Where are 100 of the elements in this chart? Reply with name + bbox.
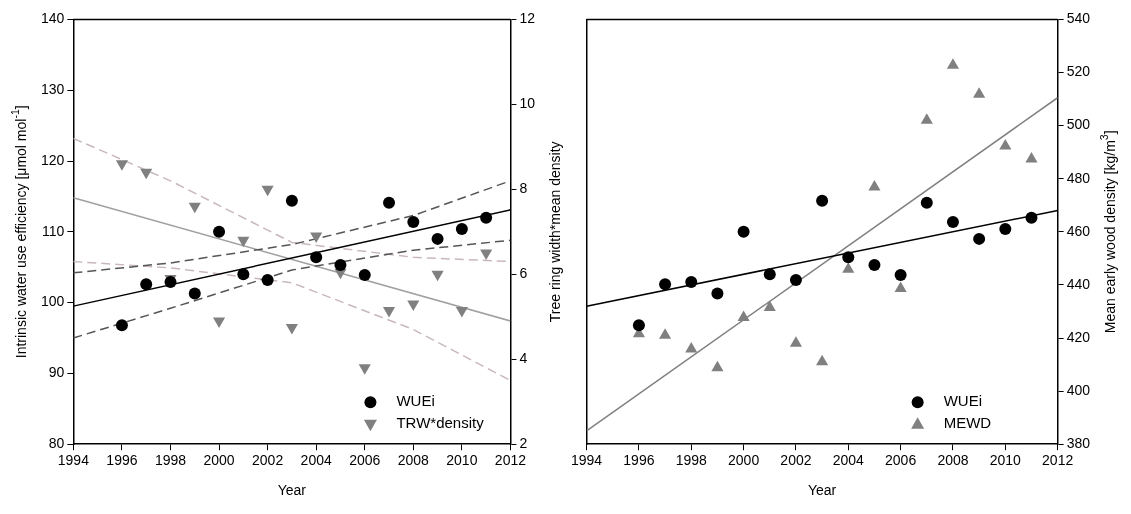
point <box>685 276 698 289</box>
x-tick-label: 1994 <box>570 452 603 469</box>
point <box>310 232 323 244</box>
point <box>999 139 1012 150</box>
point <box>334 259 347 272</box>
point <box>920 113 933 124</box>
point <box>1025 211 1038 224</box>
point <box>285 323 298 335</box>
point <box>868 259 881 272</box>
y2-tick-label: 4 <box>519 350 528 367</box>
point <box>973 232 986 245</box>
y2-tick-label: 540 <box>1066 10 1091 27</box>
point <box>659 278 672 291</box>
y-tick-label: 80 <box>48 435 65 452</box>
x-tick-label: 1994 <box>57 452 90 469</box>
point <box>946 58 960 69</box>
point <box>711 360 724 372</box>
y2-tick-label: 460 <box>1066 222 1091 239</box>
y-tick-label: 120 <box>41 151 65 168</box>
y2-tick-label: 6 <box>519 265 528 282</box>
x-tick-label: 2004 <box>832 452 865 469</box>
x-tick-label: 2010 <box>989 452 1022 469</box>
point <box>999 222 1012 235</box>
x-tick-label: 2006 <box>349 452 381 469</box>
point <box>842 262 855 273</box>
y-tick-label: 140 <box>41 10 65 27</box>
point <box>455 306 468 318</box>
x-tick-label: 2000 <box>728 452 760 469</box>
x-tick-label: 2000 <box>203 452 235 469</box>
point <box>632 319 645 332</box>
x-tick-label: 2002 <box>252 452 284 469</box>
point <box>737 225 750 238</box>
x-tick-label: 2008 <box>397 452 430 469</box>
x-axis-title: Year <box>807 481 837 498</box>
point <box>261 185 274 197</box>
point <box>285 194 298 207</box>
line-series <box>73 260 511 382</box>
point <box>383 196 396 209</box>
y2-tick-label: 2 <box>519 435 528 452</box>
point <box>816 354 829 366</box>
y2-tick-label: 380 <box>1066 435 1091 452</box>
point <box>789 336 802 347</box>
point <box>188 202 201 214</box>
y2-tick-label: 10 <box>519 95 536 112</box>
x-tick-label: 2004 <box>300 452 332 469</box>
point <box>946 215 959 228</box>
x-tick-label: 1996 <box>106 452 138 469</box>
x-tick-label: 2006 <box>885 452 917 469</box>
line-series <box>73 239 511 339</box>
point <box>237 268 250 281</box>
y2-tick-label: 420 <box>1066 328 1091 345</box>
x-tick-label: 2012 <box>1042 452 1074 469</box>
y2-tick-label: 400 <box>1066 381 1091 398</box>
point <box>431 270 444 282</box>
x-tick-label: 1996 <box>623 452 655 469</box>
point <box>431 232 444 245</box>
point <box>1025 152 1038 163</box>
point <box>973 87 986 98</box>
legend-label: WUEi <box>943 392 982 410</box>
point <box>140 278 153 291</box>
point <box>115 160 128 171</box>
legend-label: MEWD <box>943 414 992 432</box>
point <box>894 281 907 293</box>
point <box>659 328 672 339</box>
point <box>711 287 724 300</box>
point <box>816 194 829 207</box>
y2-tick-label: 520 <box>1066 63 1091 80</box>
x-tick-label: 2012 <box>494 452 527 469</box>
point <box>894 268 907 281</box>
x-tick-label: 1998 <box>154 452 187 469</box>
x-tick-label: 2002 <box>780 452 812 469</box>
x-tick-label: 1998 <box>675 452 708 469</box>
y-tick-label: 130 <box>41 81 65 98</box>
point <box>789 273 802 286</box>
y-tick-label: 110 <box>42 222 65 239</box>
point <box>737 310 750 322</box>
point <box>763 268 776 281</box>
legend-label: TRW*density <box>396 414 485 432</box>
point <box>115 319 128 332</box>
point <box>407 300 420 312</box>
point <box>868 179 881 191</box>
y2-tick-label: 12 <box>519 10 536 27</box>
point <box>842 251 855 264</box>
x-tick-label: 2008 <box>937 452 969 469</box>
point <box>407 215 420 228</box>
legend-label: WUEi <box>396 392 435 410</box>
y2-axis-title: Tree ring width*mean density <box>546 141 563 323</box>
y-axis-title: Intrinsic water use efficiency [μmol mol-1] <box>9 105 29 359</box>
y-tick-label: 90 <box>48 364 65 381</box>
x-axis-title: Year <box>277 481 307 498</box>
x-tick-label: 2010 <box>446 452 478 469</box>
point <box>920 196 933 209</box>
y2-tick-label: 440 <box>1066 275 1091 292</box>
point <box>382 306 396 318</box>
point <box>237 236 250 248</box>
point <box>455 222 468 235</box>
y2-axis-title: Mean early wood density [kg/m3] <box>1098 130 1118 334</box>
y2-tick-label: 500 <box>1066 116 1091 133</box>
point <box>261 273 274 286</box>
point <box>763 300 776 311</box>
